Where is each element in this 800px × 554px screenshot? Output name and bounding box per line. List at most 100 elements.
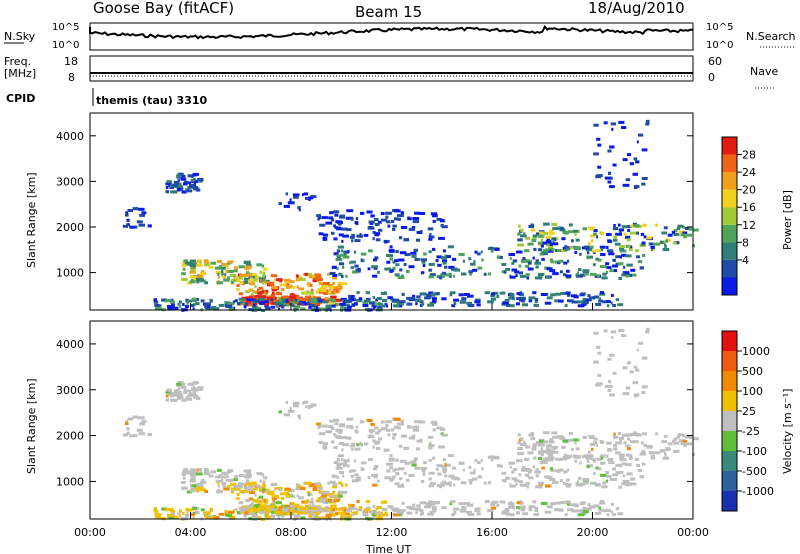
power-cell xyxy=(509,257,512,260)
power-cell xyxy=(546,267,553,271)
power-cell xyxy=(348,295,355,298)
power-cell xyxy=(372,230,376,234)
power-cell xyxy=(339,302,346,306)
velocity-cell xyxy=(589,443,596,447)
power-cell xyxy=(619,255,622,259)
velocity-cell xyxy=(281,508,285,512)
power-cell xyxy=(442,259,448,263)
power-cell xyxy=(192,297,197,301)
velocity-cell xyxy=(125,422,129,426)
power-cell xyxy=(638,133,644,137)
power-cell xyxy=(640,232,645,236)
power-cell xyxy=(234,266,238,270)
power-cell xyxy=(216,281,223,285)
power-cell xyxy=(549,242,554,246)
power-cell xyxy=(181,264,186,268)
power-cell xyxy=(605,233,612,236)
velocity-cell xyxy=(664,452,667,455)
velocity-cell xyxy=(635,368,640,372)
velocity-cell xyxy=(499,500,506,504)
velocity-cell xyxy=(319,516,327,520)
power-cell xyxy=(626,263,633,267)
velocity-cell xyxy=(619,439,622,443)
power-cell xyxy=(593,152,599,156)
velocity-cell xyxy=(296,483,299,487)
freq-unit: [MHz] xyxy=(4,67,36,80)
power-cell xyxy=(318,282,324,285)
power-cell xyxy=(317,288,320,292)
power-cell xyxy=(519,291,523,295)
power-cell xyxy=(333,224,336,228)
velocity-cell xyxy=(535,441,541,444)
velocity-cell xyxy=(431,508,437,512)
velocity-cell xyxy=(560,435,564,439)
velocity-cell xyxy=(221,478,224,482)
power-cell xyxy=(618,228,625,232)
velocity-cell xyxy=(328,493,334,496)
velocity-cell xyxy=(281,514,285,518)
velocity-cell xyxy=(439,427,444,431)
velocity-cell xyxy=(541,459,548,463)
velocity-cell xyxy=(442,458,446,461)
velocity-cell xyxy=(129,434,136,438)
power-cell xyxy=(386,260,391,264)
power-cell xyxy=(176,184,183,188)
velocity-cell xyxy=(575,447,580,451)
power-cell xyxy=(259,270,263,274)
power-cell xyxy=(319,307,327,311)
power-cell xyxy=(239,281,244,285)
velocity-cell xyxy=(352,479,359,483)
power-cell xyxy=(304,291,308,295)
power-cell xyxy=(528,261,532,265)
power-cell xyxy=(509,275,516,279)
power-cell xyxy=(617,303,624,307)
velocity-cell xyxy=(568,432,573,435)
power-cell xyxy=(625,274,630,278)
power-cell xyxy=(446,255,451,259)
power-cell xyxy=(523,232,526,236)
power-cell xyxy=(377,220,382,224)
power-cell xyxy=(612,238,618,242)
power-cell xyxy=(328,289,332,293)
velocity-cell xyxy=(546,476,553,480)
velocity-cell xyxy=(543,431,550,435)
power-cell xyxy=(306,301,310,305)
velocity-cell xyxy=(515,482,518,486)
velocity-cell xyxy=(533,456,537,460)
power-cell xyxy=(671,230,676,234)
power-cell xyxy=(336,254,341,258)
power-cell xyxy=(270,283,275,287)
power-cell xyxy=(480,250,483,254)
velocity-cell xyxy=(309,509,316,512)
power-cell xyxy=(372,237,375,241)
power-cell xyxy=(586,298,592,302)
freq-tick-high: 18 xyxy=(64,55,78,68)
velocity-cell xyxy=(307,493,310,497)
velocity-cell xyxy=(512,506,515,510)
velocity-cell xyxy=(568,438,574,442)
power-cell xyxy=(260,290,265,294)
colorbar-swatch xyxy=(722,137,737,155)
power-cell xyxy=(127,209,134,212)
power-cell xyxy=(227,260,234,264)
power-cell xyxy=(510,294,515,298)
power-cell xyxy=(181,272,186,276)
velocity-cell xyxy=(230,482,237,486)
power-cell xyxy=(530,224,535,228)
colorbar-swatch xyxy=(722,242,737,260)
power-cell xyxy=(240,301,248,305)
noise-trace xyxy=(89,24,694,40)
power-cell xyxy=(411,254,417,258)
power-cell xyxy=(450,291,456,295)
power-cell xyxy=(190,304,195,308)
power-cell xyxy=(308,291,314,295)
colorbar-swatch xyxy=(722,172,737,190)
power-cell xyxy=(533,303,539,307)
velocity-cell xyxy=(214,475,222,479)
velocity-cell xyxy=(317,426,320,430)
colorbar-frame xyxy=(721,330,738,512)
power-cell xyxy=(526,276,529,280)
power-cell xyxy=(311,302,318,306)
velocity-cell xyxy=(372,483,378,487)
power-cell xyxy=(525,236,531,240)
